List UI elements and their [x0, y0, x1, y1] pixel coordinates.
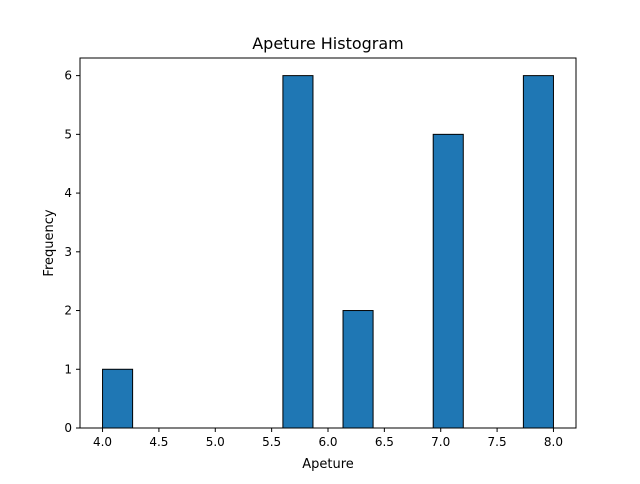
- x-axis-label: Apeture: [302, 457, 354, 472]
- histogram-bar: [522, 75, 554, 429]
- x-tick-label: 4.0: [93, 435, 112, 449]
- y-tick-label: 4: [64, 186, 72, 200]
- x-tick-label: 5.0: [206, 435, 225, 449]
- y-tick-label: 0: [64, 421, 72, 435]
- x-axis: 4.0 4.5 5.0 5.5 6.0 6.5 7.0 7.5 8.0: [93, 428, 563, 449]
- x-tick-label: 7.0: [431, 435, 450, 449]
- x-tick-label: 4.5: [149, 435, 168, 449]
- plot-frame: [79, 57, 577, 429]
- x-tick-label: 6.0: [318, 435, 337, 449]
- x-tick-label: 6.5: [375, 435, 394, 449]
- chart-title: Apeture Histogram: [252, 34, 404, 53]
- y-tick-label: 5: [64, 127, 72, 141]
- histogram-bar: [282, 75, 314, 429]
- x-tick-label: 5.5: [262, 435, 281, 449]
- bars-layer: [102, 75, 554, 429]
- y-tick-label: 2: [64, 304, 72, 318]
- y-axis-label: Frequency: [42, 209, 57, 276]
- y-tick-label: 1: [64, 362, 72, 376]
- y-tick-label: 6: [64, 69, 72, 83]
- x-tick-label: 7.5: [488, 435, 507, 449]
- histogram-bar: [102, 368, 134, 429]
- x-tick-label: 8.0: [544, 435, 563, 449]
- histogram-bar: [432, 133, 464, 429]
- y-axis: 0 1 2 3 4 5 6: [64, 69, 80, 435]
- histogram-bar: [342, 310, 374, 429]
- y-tick-label: 3: [64, 245, 72, 259]
